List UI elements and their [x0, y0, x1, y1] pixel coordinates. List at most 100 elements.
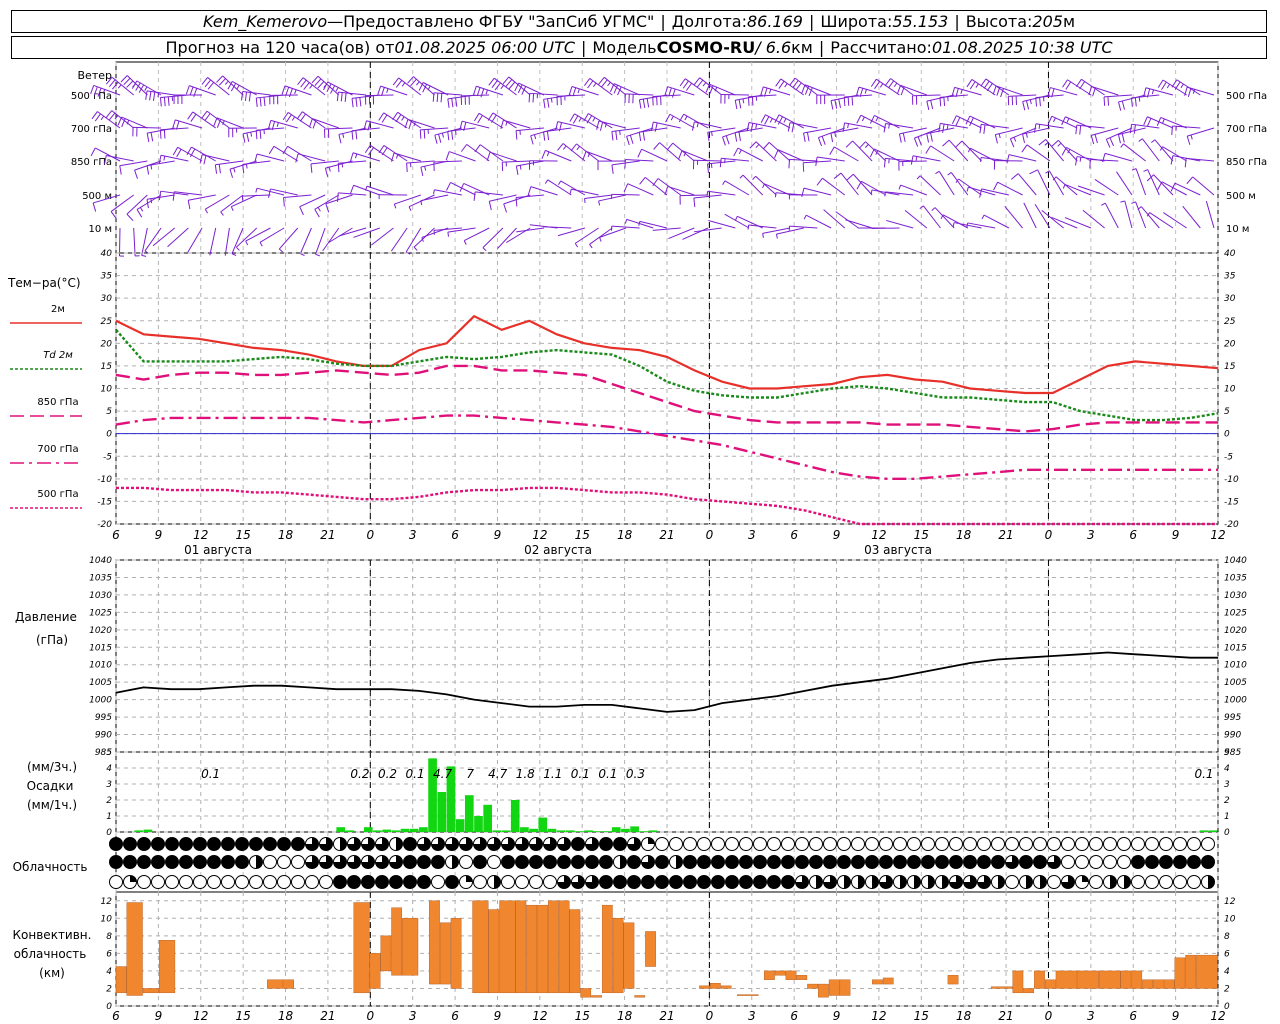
- wind-barb-half: [803, 214, 807, 220]
- wind-barb-flag: [615, 130, 618, 140]
- cloud-symbol: [319, 855, 333, 869]
- wind-barb-shaft: [1116, 171, 1133, 196]
- temp-ytick-right: -5: [1224, 452, 1233, 462]
- wind-barb-shaft: [97, 111, 121, 129]
- time-tick-label-upper: 0: [366, 528, 374, 542]
- convective-bar: [391, 907, 403, 976]
- wind-barb-flag: [187, 200, 191, 210]
- cloud-symbol: [501, 875, 515, 889]
- temp-legend-label: 850 гПа: [37, 397, 78, 408]
- wind-barb-flag: [94, 113, 101, 122]
- time-tick-label-upper: 9: [155, 528, 163, 542]
- wind-barb-flag: [463, 122, 467, 131]
- wind-barb: [235, 227, 258, 251]
- cloud-fill-full: [711, 875, 725, 889]
- wind-barb-shaft: [216, 117, 244, 129]
- wind-barb: [314, 194, 340, 218]
- wind-barb-shaft: [121, 116, 148, 129]
- cloud-symbol: [431, 875, 445, 889]
- wind-barb-half: [365, 185, 368, 191]
- wind-barb: [1088, 86, 1119, 97]
- wind-barb-half: [224, 80, 229, 85]
- wind-barb-half: [861, 116, 865, 122]
- wind-barb-flag: [491, 114, 497, 123]
- wind-barb-shaft: [482, 227, 504, 248]
- conv-ytick-right: 10: [1224, 914, 1236, 924]
- cloud-fill-part: [319, 855, 333, 869]
- wind-barb-shaft: [1091, 86, 1119, 96]
- cloud-fill-full: [655, 855, 669, 869]
- wind-barb-shaft: [351, 127, 380, 132]
- wind-barb-shaft: [1104, 152, 1133, 162]
- cloud-circle: [1201, 837, 1215, 851]
- wind-barb-half: [966, 222, 969, 228]
- wind-barb-shaft: [478, 112, 504, 129]
- wind-barb-shaft: [981, 123, 1009, 129]
- cloud-circle: [1145, 837, 1159, 851]
- wind-barb: [1052, 176, 1078, 196]
- wind-barb-flag: [473, 86, 477, 95]
- precip-total-label: 0.3: [626, 767, 645, 781]
- cloud-fill-part: [305, 855, 319, 869]
- convective-bar: [1131, 970, 1143, 989]
- wind-barb-shaft: [653, 121, 681, 129]
- wind-barb-half: [309, 84, 313, 89]
- wind-barb-shaft: [652, 94, 681, 97]
- cloud-circle: [305, 875, 319, 889]
- convective-bar: [558, 900, 570, 994]
- wind-barb-flag: [1186, 136, 1191, 145]
- wind-barb-flag: [787, 122, 791, 132]
- precip-bar: [419, 827, 428, 832]
- wind-barb-half: [638, 221, 641, 226]
- cloud-circle: [851, 837, 865, 851]
- wind-barb-shaft: [1035, 123, 1064, 129]
- wind-barb: [1051, 139, 1078, 162]
- wind-title: Ветер: [78, 69, 112, 82]
- wind-barb-flag: [199, 154, 203, 164]
- cloud-symbol: [1005, 837, 1019, 851]
- wind-barb: [486, 151, 517, 162]
- wind-barb-flag: [1051, 88, 1055, 98]
- wind-barb-flag: [943, 96, 946, 107]
- cloud-fill-full: [165, 837, 179, 851]
- wind-barb-shaft: [874, 114, 900, 129]
- wind-barb-flag: [763, 87, 768, 97]
- cloud-fill-full: [417, 855, 431, 869]
- wind-barb-half: [604, 122, 607, 128]
- cloud-fill-full: [781, 855, 795, 869]
- precip-total-label: 1.8: [516, 767, 535, 781]
- convective-bar: [439, 922, 451, 985]
- wind-barb-half: [1079, 157, 1082, 162]
- wind-barb-flag: [167, 96, 170, 106]
- wind-barb: [705, 83, 736, 96]
- wind-barb-flag: [671, 88, 676, 98]
- wind-barb: [747, 224, 777, 230]
- wind-barb: [214, 160, 244, 174]
- wind-barb: [92, 194, 121, 212]
- wind-barb: [653, 142, 682, 162]
- time-tick-label-lower: 21: [320, 1009, 335, 1023]
- precip-ytick-left: 2: [106, 796, 112, 806]
- wind-barb-shaft: [1022, 94, 1051, 103]
- conv-ytick-right: 12: [1224, 897, 1236, 907]
- wind-barb-flag: [117, 116, 123, 126]
- wind-barb-shaft: [380, 85, 408, 96]
- wind-barb-shaft: [1008, 154, 1037, 162]
- wind-barb-flag: [816, 177, 823, 186]
- wind-barb: [172, 119, 203, 130]
- wind-barb-shaft: [958, 178, 982, 196]
- wind-barb-half: [533, 134, 537, 140]
- cloud-symbol: [1089, 875, 1103, 889]
- cloud-fill-full: [151, 855, 165, 869]
- latitude-value: 55.153: [892, 12, 949, 31]
- wind-barb-flag: [846, 173, 854, 181]
- wind-barb: [1045, 170, 1065, 196]
- wind-barb-flag: [149, 91, 152, 101]
- cloud-symbol: [515, 855, 529, 869]
- convective-bar: [1142, 979, 1153, 989]
- cloud-fill-part: [361, 855, 375, 869]
- wind-barb-shaft: [613, 83, 640, 96]
- cloud-fill-part: [557, 875, 571, 889]
- cloud-symbol: [235, 837, 249, 851]
- cloud-circle: [809, 837, 823, 851]
